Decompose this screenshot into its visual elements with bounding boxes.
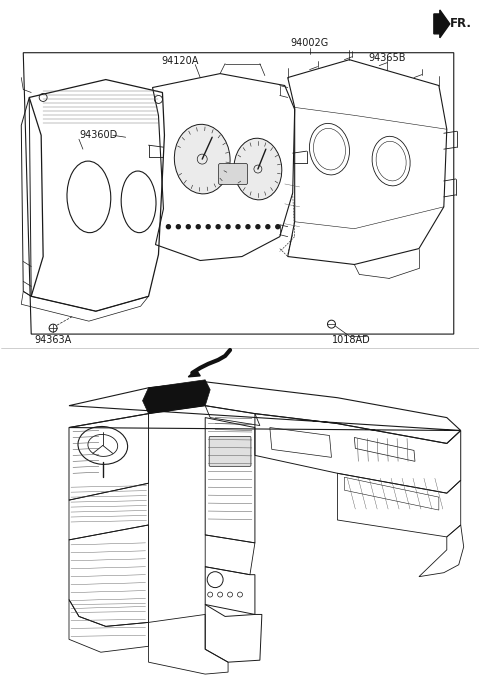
Circle shape: [256, 225, 260, 229]
Circle shape: [176, 225, 180, 229]
Text: 1018AD: 1018AD: [332, 335, 371, 345]
Circle shape: [206, 225, 210, 229]
Text: 94363A: 94363A: [35, 335, 72, 345]
Text: 94360D: 94360D: [79, 130, 117, 140]
Circle shape: [246, 225, 250, 229]
Text: 94002G: 94002G: [290, 38, 329, 48]
FancyBboxPatch shape: [209, 436, 251, 466]
Circle shape: [167, 225, 170, 229]
Polygon shape: [188, 370, 200, 377]
FancyBboxPatch shape: [218, 164, 248, 184]
Circle shape: [276, 225, 280, 229]
Text: 94365B: 94365B: [368, 53, 406, 63]
Text: 94120A: 94120A: [162, 56, 199, 65]
Polygon shape: [143, 380, 210, 413]
Circle shape: [216, 225, 220, 229]
Ellipse shape: [174, 125, 230, 194]
Text: FR.: FR.: [450, 17, 472, 31]
Polygon shape: [434, 10, 450, 38]
Circle shape: [186, 225, 190, 229]
Ellipse shape: [234, 139, 282, 200]
Circle shape: [196, 225, 200, 229]
Circle shape: [226, 225, 230, 229]
Circle shape: [236, 225, 240, 229]
Circle shape: [266, 225, 270, 229]
